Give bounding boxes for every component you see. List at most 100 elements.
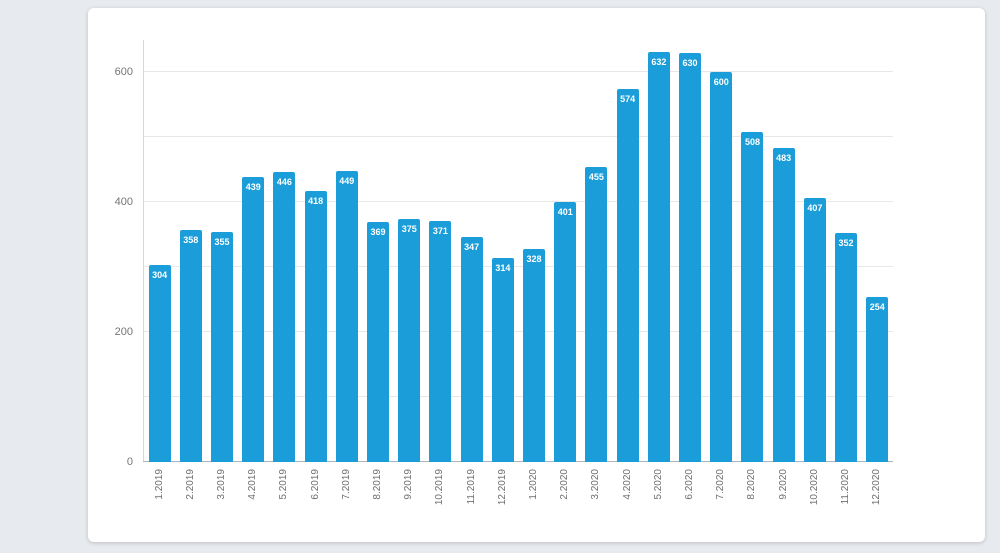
x-axis-label: 12.2020 bbox=[871, 469, 883, 506]
x-axis-label: 1.2020 bbox=[528, 469, 540, 500]
x-axis-label: 3.2019 bbox=[216, 469, 227, 500]
x-axis-label: 10.2020 bbox=[808, 469, 820, 506]
x-axis-label: 4.2019 bbox=[247, 469, 259, 500]
bar-slot: 446 5.2019 bbox=[269, 40, 300, 500]
bar-value-label: 254 bbox=[869, 302, 885, 313]
x-axis-label: 11.2019 bbox=[465, 469, 477, 505]
bar-value-label: 446 bbox=[276, 177, 292, 188]
bar-slot: 632 5.2020 bbox=[643, 40, 674, 500]
y-axis-tick-label: 0 bbox=[126, 456, 133, 468]
bar[interactable]: 455 bbox=[585, 166, 608, 462]
bar[interactable]: 347 bbox=[460, 236, 483, 462]
x-axis-label: 2.2020 bbox=[559, 469, 571, 500]
y-axis-line bbox=[143, 40, 144, 462]
bar-slot: 401 2.2020 bbox=[550, 40, 581, 500]
bar-value-label: 369 bbox=[370, 227, 386, 238]
bar-slot: 347 11.2019 bbox=[456, 40, 487, 504]
bar[interactable]: 369 bbox=[367, 222, 390, 462]
bar-value-label: 358 bbox=[183, 234, 199, 245]
bar[interactable]: 508 bbox=[741, 132, 764, 462]
y-axis-tick-label: 200 bbox=[114, 326, 133, 339]
bar[interactable]: 446 bbox=[273, 172, 296, 462]
bar[interactable]: 439 bbox=[242, 177, 265, 462]
bar-slot: 328 1.2020 bbox=[518, 40, 549, 500]
bar-value-label: 371 bbox=[432, 226, 448, 237]
x-axis-label: 2.2019 bbox=[184, 469, 196, 500]
bar-value-label: 449 bbox=[339, 175, 355, 186]
x-axis-label: 5.2020 bbox=[652, 469, 664, 500]
bar-slot: 352 11.2020 bbox=[830, 40, 861, 504]
bar-slot: 630 6.2020 bbox=[674, 40, 705, 500]
bar[interactable]: 483 bbox=[772, 148, 795, 462]
gridline bbox=[143, 396, 893, 398]
plot: 304 1.2019 358 2.2019 355 3.2019 439 4.2019 446 5… bbox=[115, 40, 893, 505]
bar-slot: 358 2.2019 bbox=[175, 40, 206, 500]
x-axis-label: 7.2019 bbox=[340, 469, 352, 500]
bar-value-label: 455 bbox=[588, 171, 604, 182]
y-axis-tick-label: 400 bbox=[114, 196, 133, 209]
bar[interactable]: 630 bbox=[679, 53, 702, 462]
bar[interactable]: 407 bbox=[803, 197, 826, 462]
bar-value-label: 304 bbox=[152, 269, 168, 280]
x-axis-label: 6.2019 bbox=[309, 469, 321, 500]
bar[interactable]: 304 bbox=[148, 264, 171, 462]
bar[interactable]: 358 bbox=[179, 229, 202, 462]
bar-slot: 483 9.2020 bbox=[768, 40, 799, 500]
bar[interactable]: 314 bbox=[491, 258, 514, 462]
bar[interactable]: 328 bbox=[523, 249, 546, 462]
bar-value-label: 418 bbox=[308, 195, 324, 206]
bar-value-label: 630 bbox=[682, 58, 698, 68]
bar-value-label: 407 bbox=[807, 202, 823, 213]
x-axis-label: 5.2019 bbox=[278, 469, 290, 500]
bar-slot: 455 3.2020 bbox=[581, 40, 612, 500]
x-axis-label: 8.2019 bbox=[372, 469, 384, 500]
bar[interactable]: 375 bbox=[398, 218, 421, 462]
bar[interactable]: 418 bbox=[304, 190, 327, 462]
bar[interactable]: 600 bbox=[710, 72, 733, 462]
bar-value-label: 401 bbox=[557, 206, 573, 217]
bar-slot: 304 1.2019 bbox=[144, 40, 175, 500]
bar[interactable]: 449 bbox=[335, 170, 358, 462]
bar-value-label: 632 bbox=[651, 56, 667, 67]
x-axis-label: 6.2020 bbox=[684, 469, 696, 500]
bar-value-label: 314 bbox=[495, 263, 511, 274]
bar[interactable]: 371 bbox=[429, 221, 452, 462]
bar-value-label: 352 bbox=[838, 238, 854, 249]
gridline bbox=[143, 201, 893, 203]
bar[interactable]: 401 bbox=[554, 201, 577, 462]
bar-slot: 314 12.2019 bbox=[487, 40, 518, 505]
bar-slot: 369 8.2019 bbox=[362, 40, 393, 500]
bar[interactable]: 352 bbox=[835, 233, 858, 462]
x-axis-label: 12.2019 bbox=[496, 469, 508, 506]
bar-value-label: 347 bbox=[464, 241, 480, 252]
bar-value-label: 600 bbox=[713, 77, 729, 88]
bar-value-label: 574 bbox=[620, 94, 636, 105]
gridline bbox=[143, 266, 893, 268]
bar-value-label: 355 bbox=[214, 236, 230, 247]
bar-slot: 439 4.2019 bbox=[238, 40, 269, 500]
x-axis-label: 10.2019 bbox=[434, 469, 446, 506]
x-axis-label: 1.2019 bbox=[153, 469, 165, 500]
x-axis-label: 9.2020 bbox=[777, 469, 789, 500]
bar[interactable]: 355 bbox=[211, 231, 233, 462]
x-axis-label: 9.2019 bbox=[403, 469, 415, 500]
chart-card: 304 1.2019 358 2.2019 355 3.2019 439 4.2019 446 5… bbox=[88, 8, 985, 542]
x-axis-label: 4.2020 bbox=[621, 469, 633, 500]
bar-value-label: 508 bbox=[744, 137, 760, 148]
bar[interactable]: 254 bbox=[866, 297, 889, 462]
bars: 304 1.2019 358 2.2019 355 3.2019 439 4.2019 446 5… bbox=[144, 40, 893, 505]
bar-value-label: 439 bbox=[245, 182, 261, 192]
bar-slot: 371 10.2019 bbox=[425, 40, 456, 505]
x-axis-label: 8.2020 bbox=[746, 469, 758, 500]
bar-slot: 254 12.2020 bbox=[862, 40, 893, 505]
bar-slot: 508 8.2020 bbox=[737, 40, 768, 500]
gridline bbox=[143, 136, 893, 138]
bar-value-label: 483 bbox=[776, 153, 792, 164]
bar-slot: 407 10.2020 bbox=[799, 40, 830, 505]
bar-slot: 449 7.2019 bbox=[331, 40, 362, 500]
bar-slot: 574 4.2020 bbox=[612, 40, 643, 500]
x-axis-line bbox=[143, 461, 893, 462]
bar[interactable]: 574 bbox=[616, 89, 639, 462]
bar[interactable]: 632 bbox=[647, 51, 670, 462]
x-axis-label: 7.2020 bbox=[715, 469, 727, 500]
